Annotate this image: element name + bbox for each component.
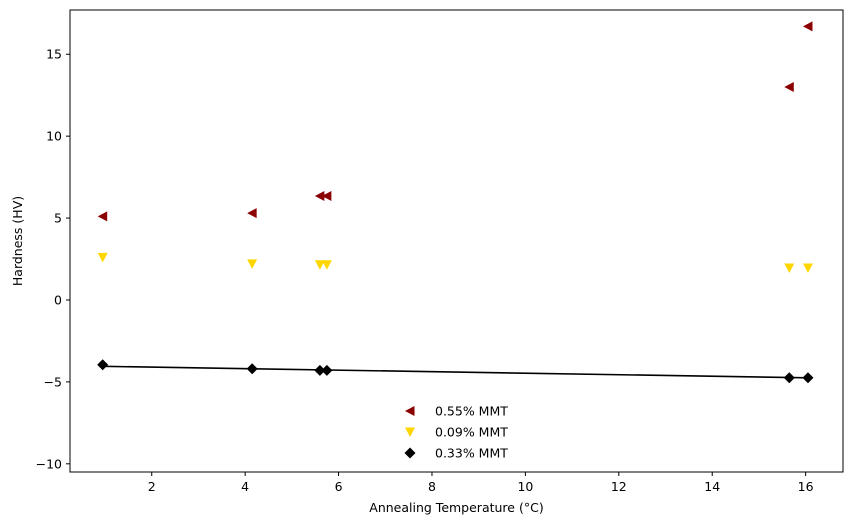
series-0-point-3	[321, 190, 332, 201]
series-1-point-0	[97, 252, 108, 263]
x-tick-label-6: 14	[704, 479, 720, 494]
x-tick-label-5: 12	[611, 479, 627, 494]
series-0-point-4	[784, 82, 794, 92]
series-2-point-1	[246, 363, 258, 375]
legend-marker-0	[405, 406, 415, 416]
series-1-point-2	[314, 260, 325, 270]
x-axis-label: Annealing Temperature (°C)	[369, 500, 543, 515]
y-tick-label-3: 5	[54, 211, 62, 226]
x-tick-label-3: 8	[428, 479, 436, 494]
series-1-point-4	[784, 263, 795, 274]
x-tick-label-4: 10	[517, 479, 533, 494]
x-tick-label-2: 6	[335, 479, 343, 494]
series-0-point-0	[97, 211, 108, 222]
legend-label-1: 0.09% MMT	[435, 425, 508, 440]
series-2-point-3	[321, 364, 333, 376]
series-1-point-1	[247, 259, 258, 269]
y-tick-label-2: 0	[54, 292, 62, 307]
series-2-point-2	[314, 364, 326, 376]
y-tick-label-5: 15	[46, 47, 62, 62]
series-2-point-5	[802, 372, 814, 384]
y-tick-label-4: 10	[46, 129, 62, 144]
series-0-point-1	[247, 208, 257, 219]
legend: 0.55% MMT 0.09% MMT 0.33% MMT	[404, 404, 508, 461]
y-tick-label-0: −10	[36, 456, 62, 471]
series-2-point-0	[97, 359, 109, 371]
y-tick-label-1: −5	[44, 374, 62, 389]
x-tick-label-1: 4	[241, 479, 249, 494]
series-1-point-3	[321, 260, 332, 270]
series-2-point-4	[783, 372, 795, 384]
x-tick-label-7: 16	[798, 479, 814, 494]
x-tick-label-0: 2	[148, 479, 156, 494]
axes-frame	[69, 9, 844, 473]
legend-marker-2	[404, 447, 416, 459]
legend-label-2: 0.33% MMT	[435, 446, 508, 461]
series-0-point-2	[314, 190, 325, 201]
legend-label-0: 0.55% MMT	[435, 404, 508, 419]
fit-line-2	[102, 365, 808, 379]
series-1-point-5	[802, 263, 813, 274]
y-axis-label: Hardness (HV)	[10, 196, 25, 286]
series-0-point-5	[802, 21, 813, 32]
plot-area	[97, 21, 814, 384]
axes: 2 4 6 8 10 12 14 16 −10 −5 0 5 10 15	[36, 9, 844, 494]
legend-marker-1	[405, 427, 415, 437]
